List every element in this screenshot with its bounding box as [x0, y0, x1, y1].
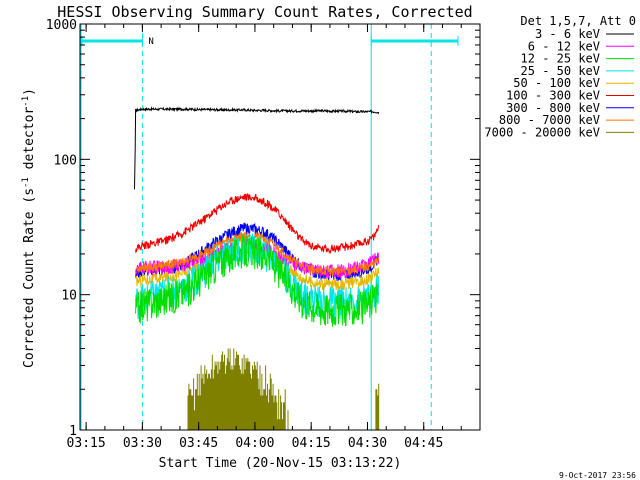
legend-entry-label: 300 - 800 keV [506, 101, 600, 115]
y-axis-label-mid: detector [22, 107, 37, 178]
legend-title: Det 1,5,7, Att 0 [520, 14, 636, 28]
x-tick-label: 04:30 [348, 436, 387, 451]
plot-area: N 03:15 03:30 03:45 04:00 04:15 04:30 04:45 1 10… [46, 18, 481, 451]
generation-timestamp: 9-Oct-2017 23:56 [559, 471, 636, 480]
y-axis-label-sup2: -1 [21, 96, 31, 107]
y-axis-label-main: Corrected Count Rate (s [22, 188, 37, 368]
orbit-overlays: N [80, 24, 459, 430]
y-tick-label: 1000 [46, 18, 77, 33]
chart-title: HESSI Observing Summary Count Rates, Cor… [57, 3, 472, 21]
legend-entry-label: 12 - 25 keV [521, 52, 600, 66]
series-line-3-6-kev [134, 106, 380, 190]
x-tick-label: 04:45 [404, 436, 443, 451]
series-line-12-25-kev [135, 234, 380, 327]
night-marker-label: N [148, 37, 153, 47]
legend-entry-label: 7000 - 20000 keV [484, 125, 600, 139]
x-tick-label: 03:30 [123, 436, 162, 451]
legend-entry-label: 3 - 6 keV [535, 27, 600, 41]
y-tick-label: 100 [54, 153, 77, 168]
series-layer [134, 106, 380, 430]
x-axis-label: Start Time (20-Nov-15 03:13:22) [159, 456, 402, 471]
x-tick-label: 04:15 [292, 436, 331, 451]
y-axis-label-end: ) [22, 88, 37, 96]
legend-entry-label: 25 - 50 keV [521, 64, 600, 78]
y-axis-label-sup1: -1 [21, 177, 31, 188]
y-axis-label: Corrected Count Rate (s-1 detector-1) [21, 88, 37, 368]
x-tick-label: 04:00 [235, 436, 274, 451]
series-line-100-300-kev [135, 193, 380, 255]
legend-entry-label: 800 - 7000 keV [499, 113, 600, 127]
series-line-7000-20000-kev [187, 348, 380, 430]
legend-entry-label: 6 - 12 keV [528, 39, 600, 53]
axis-ticks: 03:15 03:30 03:45 04:00 04:15 04:30 04:45 1 10 10… [46, 18, 480, 451]
x-tick-label: 03:15 [67, 436, 106, 451]
legend-entry-label: 100 - 300 keV [506, 89, 600, 103]
y-tick-label: 10 [61, 289, 77, 304]
x-tick-label: 03:45 [179, 436, 218, 451]
plot-frame [79, 23, 481, 431]
legend-entry-label: 50 - 100 keV [513, 76, 600, 90]
y-tick-label: 1 [69, 424, 77, 439]
